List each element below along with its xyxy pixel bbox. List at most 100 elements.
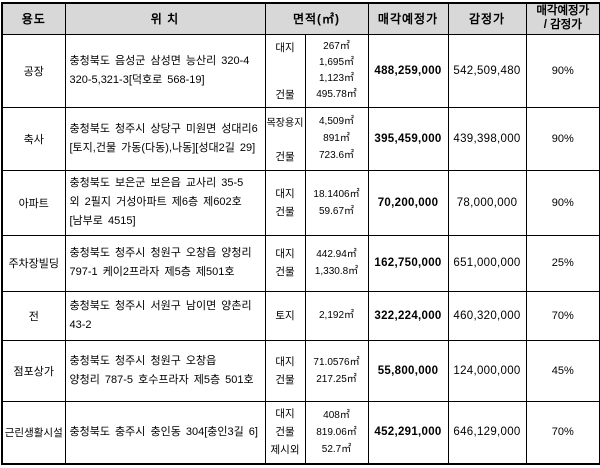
location-line: 충청북도 청주시 상당구 미원면 성대리6 <box>69 122 258 135</box>
sale-price-cell: 488,259,000 <box>367 33 449 108</box>
ratio-cell: 90% <box>525 169 600 236</box>
usage-cell: 전 <box>1 290 66 341</box>
sale-price-cell: 452,291,000 <box>367 400 449 465</box>
header-row: 용도 위 치 면적(㎡) 매각예정가 감정가 매각예정가 / 감정가 <box>1 2 600 35</box>
area-value-cell: 267㎡ 1,695㎡ 1,123㎡ 495.78㎡ <box>304 33 369 108</box>
area-type-cell: 목장용지 건물 <box>264 106 306 171</box>
location-line: 충청북도 청주시 서원구 남이면 양촌리 <box>69 299 252 312</box>
table-row: 전 충청북도 청주시 서원구 남이면 양촌리 43-2 토지 2,192㎡ 32… <box>1 290 600 341</box>
area-type-cell: 토지 <box>264 290 306 341</box>
area-type: 건물 <box>275 88 295 101</box>
location-cell: 충청북도 청주시 청원구 오창읍 양청리 787-5 호수프라자 제5층 501… <box>64 339 266 402</box>
table-row: 공장 충청북도 음성군 삼성면 능산리 320-4 320-5,321-3[덕호… <box>1 33 600 108</box>
header-ratio-line2: / 감정가 <box>543 18 582 31</box>
area-value: 52.7㎡ <box>321 443 352 455</box>
ratio-cell: 45% <box>525 339 600 402</box>
area-type-cell: 대지 건물 제시외 <box>264 400 306 465</box>
location-line: 충청북도 음성군 삼성면 능산리 320-4 <box>69 54 250 67</box>
area-value: 18.1406㎡ <box>313 188 360 200</box>
location-cell: 충청북도 청주시 상당구 미원면 성대리6 [토지,건물 가동(다동),나동][… <box>64 106 266 171</box>
area-value: 1,123㎡ <box>318 72 355 84</box>
sale-price-cell: 322,224,000 <box>367 290 449 341</box>
location-line: 320-5,321-3[덕호로 568-19] <box>69 73 205 86</box>
area-type: 대지 <box>275 41 295 54</box>
usage-cell: 축사 <box>1 106 66 171</box>
header-area: 면적(㎡) <box>264 2 369 35</box>
usage-cell: 아파트 <box>1 169 66 236</box>
area-value-cell: 18.1406㎡ 59.67㎡ <box>304 169 369 236</box>
location-line: 외 2필지 거성아파트 제6층 제602호 <box>69 196 242 208</box>
area-type: 대지 <box>275 248 295 260</box>
area-type-cell: 대지 건물 <box>264 33 306 108</box>
appraisal-cell: 542,509,480 <box>447 33 527 108</box>
table-row: 아파트 충청북도 보은군 보은읍 교사리 35-5 외 2필지 거성아파트 제6… <box>1 169 600 236</box>
location-line: 충청북도 충주시 충인동 304[충인3길 6] <box>69 425 258 438</box>
area-value-cell: 4,509㎡ 891㎡ 723.6㎡ <box>304 106 369 171</box>
appraisal-cell: 78,000,000 <box>447 169 527 236</box>
area-type-cell: 대지 건물 <box>264 339 306 402</box>
header-usage: 용도 <box>1 2 66 35</box>
area-value: 59.67㎡ <box>318 205 355 217</box>
area-value: 819.06㎡ <box>316 426 357 438</box>
area-type: 건물 <box>275 266 295 278</box>
header-sale-price: 매각예정가 <box>367 2 449 35</box>
location-line: [토지,건물 가동(다동),나동][성대2길 29] <box>69 141 256 154</box>
usage-cell: 주차장빌딩 <box>1 234 66 292</box>
table-row: 주차장빌딩 충청북도 청주시 청원구 오창읍 양청리 797-1 케이2프라자 … <box>1 234 600 292</box>
area-type: 건물 <box>275 150 295 163</box>
appraisal-cell: 439,398,000 <box>447 106 527 171</box>
location-cell: 충청북도 청주시 청원구 오창읍 양청리 797-1 케이2프라자 제5층 제5… <box>64 234 266 292</box>
area-value: 408㎡ <box>323 409 350 421</box>
area-type: 대지 <box>275 187 295 200</box>
area-value: 267㎡ <box>323 40 350 52</box>
header-appraisal: 감정가 <box>447 2 527 35</box>
table-row: 축사 충청북도 청주시 상당구 미원면 성대리6 [토지,건물 가동(다동),나… <box>1 106 600 171</box>
location-line: 충청북도 청주시 청원구 오창읍 <box>69 354 217 367</box>
header-ratio-line1: 매각예정가 <box>536 4 590 17</box>
ratio-cell: 90% <box>525 33 600 108</box>
area-value: 891㎡ <box>323 133 350 144</box>
area-value-cell: 71.0576㎡ 217.25㎡ <box>304 339 369 402</box>
sale-price-cell: 70,200,000 <box>367 169 449 236</box>
area-type: 대지 <box>275 408 295 421</box>
area-type-cell: 대지 건물 <box>264 234 306 292</box>
sale-price-cell: 395,459,000 <box>367 106 449 171</box>
area-type: 제시외 <box>270 444 300 457</box>
area-value: 71.0576㎡ <box>313 356 360 368</box>
area-type: 대지 <box>275 355 295 368</box>
area-value-cell: 408㎡ 819.06㎡ 52.7㎡ <box>304 400 369 465</box>
area-value: 723.6㎡ <box>318 150 355 161</box>
area-type: 건물 <box>275 426 295 439</box>
location-cell: 충청북도 청주시 서원구 남이면 양촌리 43-2 <box>64 290 266 341</box>
location-line: 43-2 <box>69 318 92 331</box>
usage-cell: 공장 <box>1 33 66 108</box>
area-type: 목장용지 <box>266 117 304 129</box>
location-cell: 충청북도 충주시 충인동 304[충인3길 6] <box>64 400 266 465</box>
area-value-cell: 442.94㎡ 1,330.8㎡ <box>304 234 369 292</box>
area-value: 442.94㎡ <box>316 249 357 260</box>
area-value: 1,695㎡ <box>318 56 355 68</box>
appraisal-cell: 651,000,000 <box>447 234 527 292</box>
appraisal-cell: 646,129,000 <box>447 400 527 465</box>
area-value: 4,509㎡ <box>318 116 355 127</box>
sale-price-cell: 55,800,000 <box>367 339 449 402</box>
area-type-cell: 대지 건물 <box>264 169 306 236</box>
header-ratio: 매각예정가 / 감정가 <box>525 2 600 35</box>
ratio-cell: 25% <box>525 234 600 292</box>
area-type: 토지 <box>275 309 295 322</box>
location-cell: 충청북도 음성군 삼성면 능산리 320-4 320-5,321-3[덕호로 5… <box>64 33 266 108</box>
area-value: 217.25㎡ <box>316 373 357 385</box>
location-line: 충청북도 청주시 청원구 오창읍 양청리 <box>69 247 252 259</box>
area-value-cell: 2,192㎡ <box>304 290 369 341</box>
header-location: 위 치 <box>64 2 266 35</box>
location-line: 충청북도 보은군 보은읍 교사리 35-5 <box>69 177 244 189</box>
ratio-cell: 70% <box>525 400 600 465</box>
area-value: 1,330.8㎡ <box>314 266 359 277</box>
appraisal-cell: 124,000,000 <box>447 339 527 402</box>
sale-price-cell: 162,750,000 <box>367 234 449 292</box>
usage-cell: 점포상가 <box>1 339 66 402</box>
area-type: 건물 <box>275 373 295 386</box>
area-value: 2,192㎡ <box>318 310 355 321</box>
